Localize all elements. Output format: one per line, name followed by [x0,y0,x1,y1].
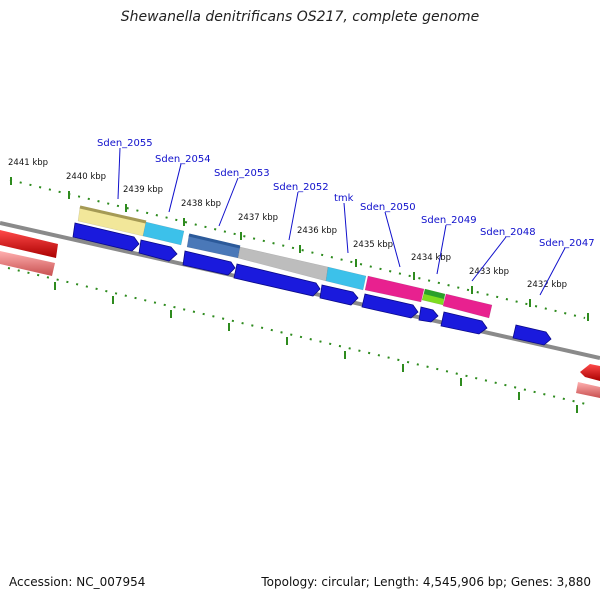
gene-box-edge [188,233,241,249]
map-title: Shewanella denitrificans OS217, complete… [120,9,480,25]
cds-arrow [361,293,419,319]
cds-arrow [512,324,552,346]
tick-label: 2440 kbp [66,172,106,182]
tick-label: 2435 kbp [353,240,393,250]
gene-label: Sden_2050 [360,202,416,213]
tick-label: 2441 kbp [8,158,48,168]
gene-box [142,221,185,246]
cds-arrow [138,239,178,262]
gene-label-leader [168,163,182,213]
gene-label: Sden_2054 [155,154,211,165]
outer-tick-ring [9,179,586,319]
gene-label: Sden_2055 [97,138,153,149]
left-rna-features [0,230,58,276]
tick-labels: 2441 kbp 2440 kbp 2439 kbp 2438 kbp 2437 kbp… [8,158,567,290]
gene-label: Sden_2053 [214,168,270,179]
tick-label: 2433 kbp [469,267,509,277]
gene-label-leaders [117,147,566,296]
cds-arrow [233,263,321,297]
tick-label: 2436 kbp [297,226,337,236]
gene-label: Sden_2048 [480,227,536,238]
tick-label: 2439 kbp [123,185,163,195]
gene-label: Sden_2047 [539,238,595,249]
cds-arrow [319,284,359,306]
tick-label: 2432 kbp [527,280,567,290]
cds-arrows [72,222,552,346]
tick-label: 2438 kbp [181,199,221,209]
inner-major-ticks [54,282,578,413]
gene-label: Sden_2052 [273,182,329,193]
gene-label-leader [384,211,401,268]
cds-arrow [418,306,439,323]
gene-box [442,293,493,319]
cds-arrow [182,250,236,276]
tick-label: 2434 kbp [411,253,451,263]
right-rna-features [576,364,600,398]
gene-label-leader [436,224,447,275]
genome-summary: Topology: circular; Length: 4,545,906 bp… [261,575,591,589]
outer-major-ticks [10,177,589,321]
accession-label: Accession: NC_007954 [9,575,146,589]
gene-label-leader [288,191,299,241]
gene-box [325,266,367,291]
cds-arrow [440,311,488,335]
gene-label-leader [218,177,239,227]
gene-box [364,275,425,303]
cds-arrow [72,222,140,252]
gene-label: tmk [334,193,354,204]
gene-label-leader [117,147,121,200]
gene-box-highlight [424,289,445,299]
gene-label-leader [539,247,566,296]
gene-box-edge [79,205,147,224]
tick-label: 2437 kbp [238,213,278,223]
gene-label: Sden_2049 [421,215,477,226]
gene-boxes [77,205,493,319]
gene-label-leader [343,202,349,254]
gene-label-leader [471,236,507,282]
